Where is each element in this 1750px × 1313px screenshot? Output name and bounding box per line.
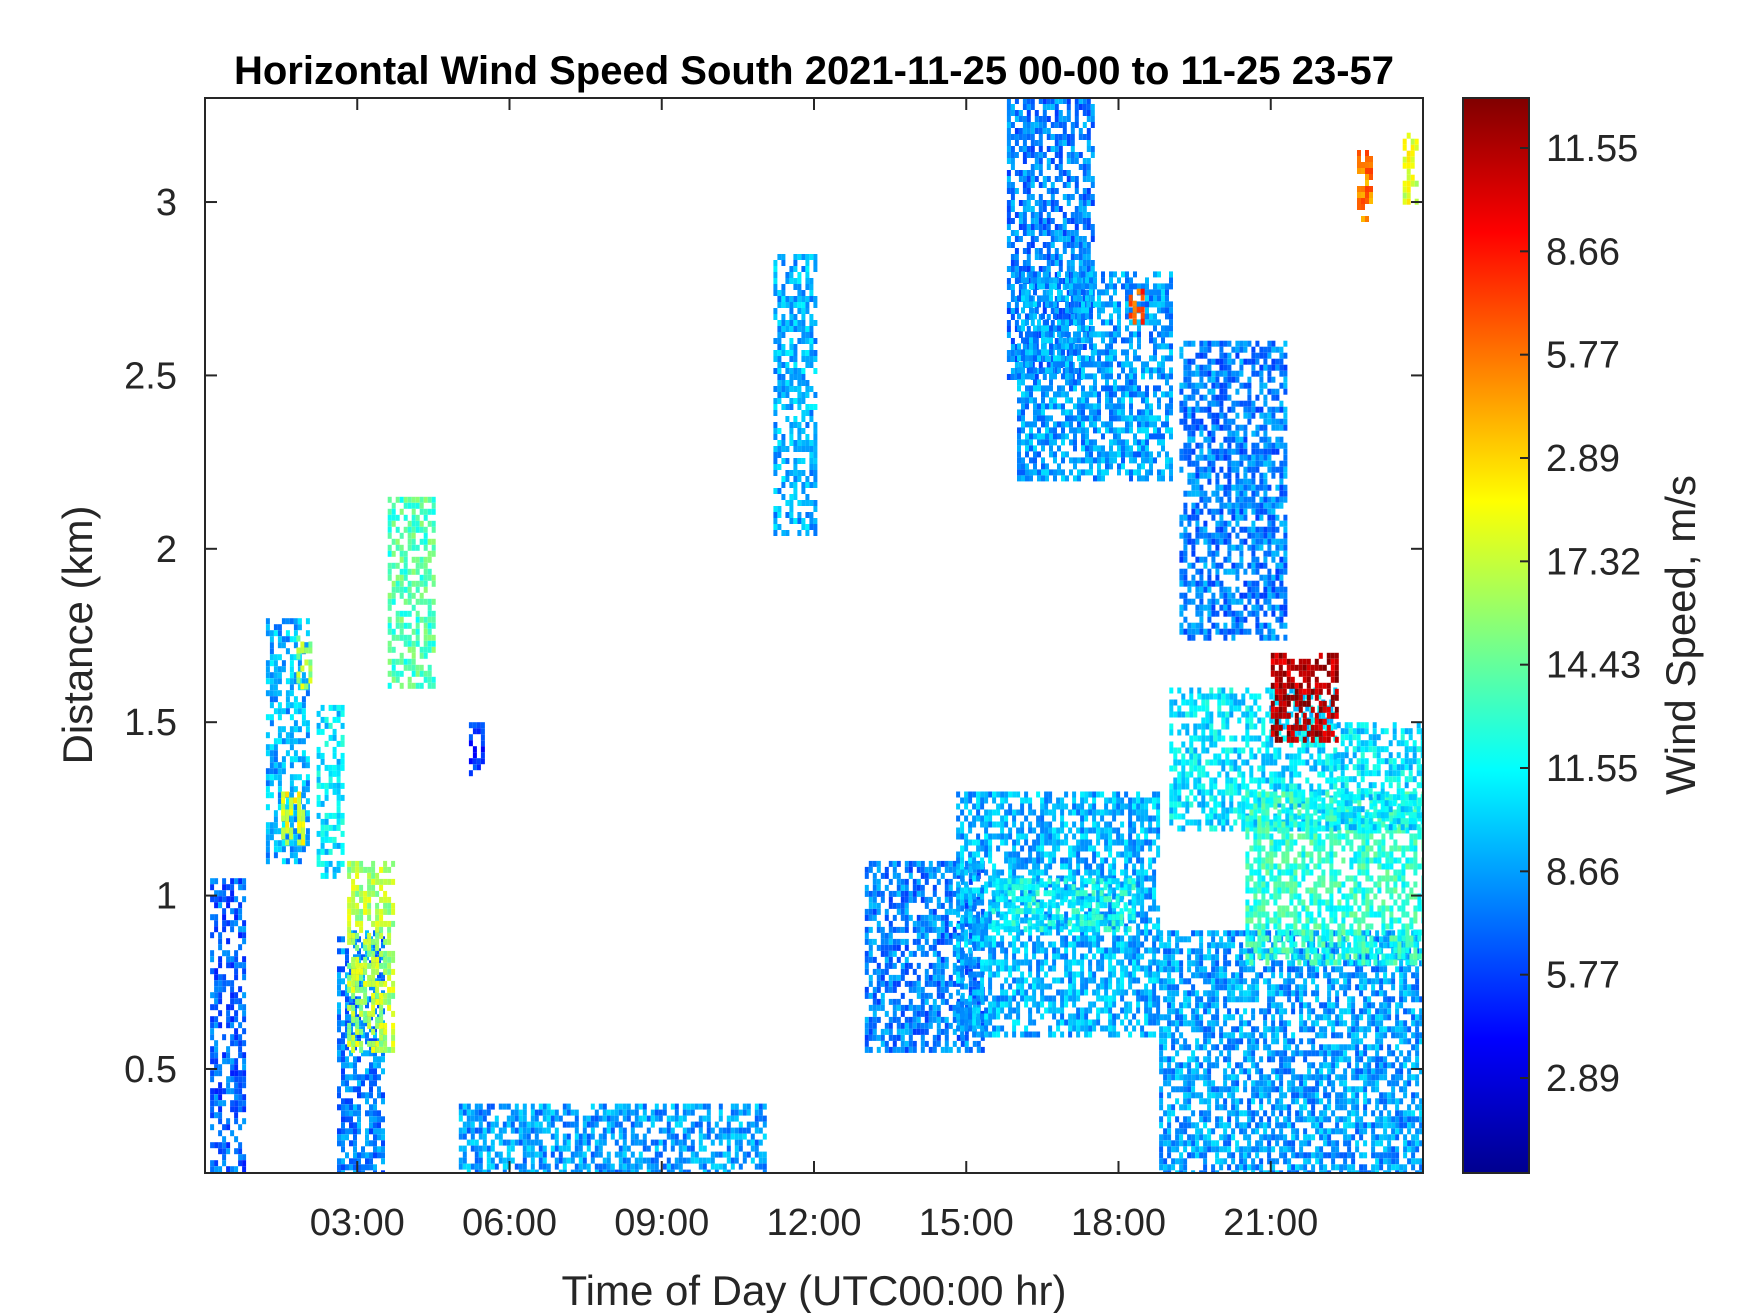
heatmap-region bbox=[1128, 288, 1145, 325]
y-axis: 0.5 1 1.5 2 2.5 3 bbox=[124, 182, 1423, 1091]
heatmap-region bbox=[387, 496, 436, 689]
heatmap-region bbox=[347, 860, 396, 1053]
y-tick-label: 2.5 bbox=[124, 355, 177, 397]
x-tick-label: 06:00 bbox=[462, 1202, 557, 1244]
heatmap-region bbox=[1270, 652, 1339, 743]
x-tick-label: 15:00 bbox=[919, 1202, 1014, 1244]
heatmap-region bbox=[458, 1103, 767, 1173]
y-tick-label: 1.5 bbox=[124, 702, 177, 744]
y-tick-label: 2 bbox=[156, 529, 177, 571]
data-marks bbox=[210, 98, 1423, 1173]
heatmap-region bbox=[1179, 340, 1288, 641]
y-axis-label: Distance (km) bbox=[54, 505, 101, 764]
heatmap-region bbox=[296, 635, 313, 690]
colorbar-tick-label: 17.32 bbox=[1546, 541, 1641, 583]
y-tick-label: 3 bbox=[156, 182, 177, 224]
colorbar-tick-label: 8.66 bbox=[1546, 231, 1620, 273]
heatmap-region bbox=[1017, 271, 1173, 482]
x-tick-label: 03:00 bbox=[310, 1202, 405, 1244]
colorbar-tick-label: 8.66 bbox=[1546, 851, 1620, 893]
heatmap-region bbox=[265, 618, 310, 865]
x-axis-label: Time of Day (UTC00:00 hr) bbox=[562, 1267, 1067, 1313]
x-axis: 03:00 06:00 09:00 12:00 15:00 18:00 21:00 bbox=[310, 98, 1318, 1244]
heatmap-region bbox=[316, 704, 345, 879]
heatmap-region bbox=[468, 722, 485, 777]
colorbar-tick-label: 2.89 bbox=[1546, 438, 1620, 480]
y-tick-label: 0.5 bbox=[124, 1049, 177, 1091]
colorbar-tick-label: 2.89 bbox=[1546, 1058, 1620, 1100]
x-tick-label: 18:00 bbox=[1071, 1202, 1166, 1244]
heatmap-region bbox=[773, 254, 818, 536]
x-tick-label: 21:00 bbox=[1223, 1202, 1318, 1244]
x-tick-label: 12:00 bbox=[766, 1202, 861, 1244]
heatmap-region bbox=[1357, 150, 1373, 222]
heatmap-region bbox=[281, 791, 306, 846]
heatmap-region bbox=[1245, 791, 1423, 966]
colorbar-tick-label: 11.55 bbox=[1546, 128, 1638, 170]
heatmap-region bbox=[1336, 722, 1423, 831]
chart-title: Horizontal Wind Speed South 2021-11-25 0… bbox=[234, 49, 1394, 93]
colorbar-tick-label: 11.55 bbox=[1546, 748, 1638, 790]
x-tick-label: 09:00 bbox=[614, 1202, 709, 1244]
colorbar-tick-label: 5.77 bbox=[1546, 955, 1620, 997]
colorbar-label: Wind Speed, m/s bbox=[1657, 475, 1704, 795]
y-tick-label: 1 bbox=[156, 876, 177, 918]
heatmap-region bbox=[991, 878, 1136, 933]
heatmap-region bbox=[210, 878, 247, 1173]
colorbar bbox=[1462, 97, 1530, 1174]
colorbar-tick-label: 5.77 bbox=[1546, 335, 1620, 377]
colorbar-ticks: 11.55 8.66 5.77 2.89 17.32 14.43 11.55 8.66 5.77… bbox=[1520, 128, 1641, 1100]
colorbar-tick-label: 14.43 bbox=[1546, 645, 1641, 687]
